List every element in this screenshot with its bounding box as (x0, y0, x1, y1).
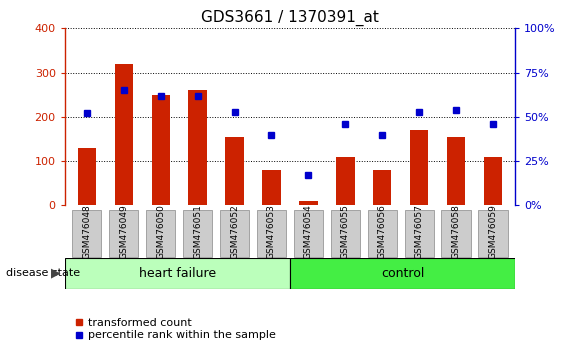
Bar (484, 156, 502, 205)
FancyBboxPatch shape (72, 210, 101, 257)
FancyBboxPatch shape (330, 210, 360, 257)
FancyBboxPatch shape (257, 210, 286, 257)
Bar (373, 170, 391, 205)
Text: GSM476052: GSM476052 (230, 205, 239, 259)
Bar (115, 64, 133, 205)
Title: GDS3661 / 1370391_at: GDS3661 / 1370391_at (201, 9, 379, 25)
FancyBboxPatch shape (109, 210, 138, 257)
Bar (78, 148, 96, 205)
Text: GSM476053: GSM476053 (267, 204, 276, 259)
Text: GSM476055: GSM476055 (341, 204, 350, 259)
Bar (410, 130, 428, 205)
Bar (189, 90, 207, 205)
Bar (225, 137, 244, 205)
Bar (290, 258, 515, 289)
FancyBboxPatch shape (405, 210, 434, 257)
Text: heart failure: heart failure (139, 267, 216, 280)
Text: GSM476054: GSM476054 (304, 205, 313, 259)
Text: GSM476057: GSM476057 (415, 204, 424, 259)
Text: control: control (381, 267, 425, 280)
Text: GSM476056: GSM476056 (378, 204, 387, 259)
Text: ▶: ▶ (51, 267, 61, 280)
FancyBboxPatch shape (220, 210, 249, 257)
Text: disease state: disease state (6, 268, 80, 278)
Text: GSM476049: GSM476049 (119, 205, 128, 259)
FancyBboxPatch shape (294, 210, 323, 257)
Bar (262, 170, 281, 205)
Text: GSM476059: GSM476059 (489, 204, 498, 259)
FancyBboxPatch shape (183, 210, 212, 257)
FancyBboxPatch shape (146, 210, 175, 257)
Bar (447, 137, 465, 205)
Text: GSM476050: GSM476050 (156, 204, 165, 259)
FancyBboxPatch shape (479, 210, 508, 257)
Bar (65, 258, 290, 289)
Bar (151, 95, 170, 205)
Bar (299, 201, 318, 205)
Legend: transformed count, percentile rank within the sample: transformed count, percentile rank withi… (70, 313, 280, 345)
Text: GSM476058: GSM476058 (452, 204, 461, 259)
FancyBboxPatch shape (368, 210, 397, 257)
FancyBboxPatch shape (441, 210, 471, 257)
Text: GSM476048: GSM476048 (82, 205, 91, 259)
Text: GSM476051: GSM476051 (193, 204, 202, 259)
Bar (336, 156, 355, 205)
